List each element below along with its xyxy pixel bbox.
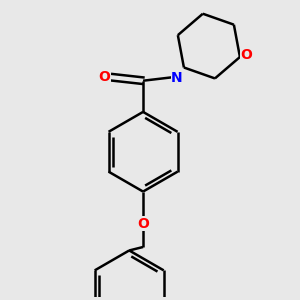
- Text: O: O: [240, 48, 252, 62]
- Text: O: O: [98, 70, 110, 84]
- Text: O: O: [98, 70, 110, 84]
- Text: O: O: [137, 217, 149, 231]
- Text: N: N: [171, 71, 183, 85]
- Text: N: N: [171, 71, 183, 85]
- Text: O: O: [240, 48, 252, 62]
- Text: O: O: [137, 217, 149, 231]
